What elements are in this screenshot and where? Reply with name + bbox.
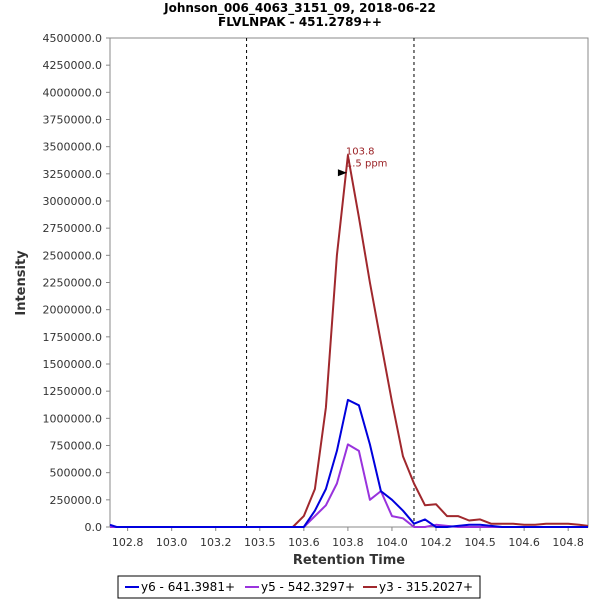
y-tick-label: 2000000.0 bbox=[43, 304, 103, 317]
x-tick-label: 103.2 bbox=[200, 536, 232, 549]
peak-annotation-rt: 103.8 bbox=[346, 146, 375, 157]
x-tick-label: 104.2 bbox=[420, 536, 452, 549]
x-tick-label: 103.6 bbox=[288, 536, 320, 549]
y-tick-label: 2250000.0 bbox=[43, 277, 103, 290]
y-tick-label: 4500000.0 bbox=[43, 32, 103, 45]
y-tick-label: 3000000.0 bbox=[43, 195, 103, 208]
legend-box bbox=[117, 575, 481, 599]
y-axis-label: Intensity bbox=[14, 250, 29, 316]
x-tick-label: 102.8 bbox=[112, 536, 144, 549]
x-axis: 102.8 103.0 103.2 103.5 103.6 103.8 104.0 104.2… bbox=[112, 527, 584, 549]
x-tick-label: 104.0 bbox=[376, 536, 408, 549]
y-axis: 0.0 250000.0 500000.0 750000.0 1000000.0 1250… bbox=[43, 32, 110, 534]
y-tick-label: 4000000.0 bbox=[43, 86, 103, 99]
y-tick-label: 2500000.0 bbox=[43, 249, 103, 262]
y-tick-label: 3750000.0 bbox=[43, 114, 103, 127]
chart-title: Johnson_006_4063_3151_09, 2018-06-22 bbox=[163, 1, 436, 16]
y-tick-label: 1500000.0 bbox=[43, 358, 103, 371]
legend-entry: y5 - 542.3297+ bbox=[261, 580, 355, 594]
y-tick-label: 1250000.0 bbox=[43, 385, 103, 398]
x-tick-label: 104.8 bbox=[552, 536, 584, 549]
x-tick-label: 104.5 bbox=[464, 536, 496, 549]
legend-entry: y3 - 315.2027+ bbox=[379, 580, 473, 594]
y-tick-label: 750000.0 bbox=[50, 440, 103, 453]
plot-area bbox=[109, 37, 589, 528]
legend: y6 - 641.3981+ y5 - 542.3297+ y3 - 315.202… bbox=[117, 575, 481, 599]
x-tick-label: 103.5 bbox=[244, 536, 276, 549]
series-line bbox=[109, 398, 588, 528]
y-tick-label: 2750000.0 bbox=[43, 222, 103, 235]
y-tick-label: 3250000.0 bbox=[43, 168, 103, 181]
x-tick-label: 103.8 bbox=[332, 536, 364, 549]
x-axis-label: Retention Time bbox=[293, 553, 405, 568]
x-tick-label: 104.6 bbox=[508, 536, 540, 549]
series-line bbox=[110, 154, 589, 528]
y-tick-label: 1750000.0 bbox=[43, 331, 103, 344]
peak-marker-icon bbox=[337, 169, 347, 177]
x-tick-label: 103.0 bbox=[156, 536, 188, 549]
chart-subtitle: FLVLNPAK - 451.2789++ bbox=[218, 15, 382, 29]
y-tick-label: 0.0 bbox=[85, 521, 103, 534]
peak-annotation-ppm: 1.5 ppm bbox=[346, 158, 388, 169]
y-tick-label: 4250000.0 bbox=[43, 59, 103, 72]
y-tick-label: 3500000.0 bbox=[43, 141, 103, 154]
y-tick-label: 250000.0 bbox=[50, 494, 103, 507]
legend-entry: y6 - 641.3981+ bbox=[141, 580, 235, 594]
y-tick-label: 500000.0 bbox=[50, 467, 103, 480]
y-tick-label: 1000000.0 bbox=[43, 412, 103, 425]
series-layer bbox=[109, 154, 589, 528]
